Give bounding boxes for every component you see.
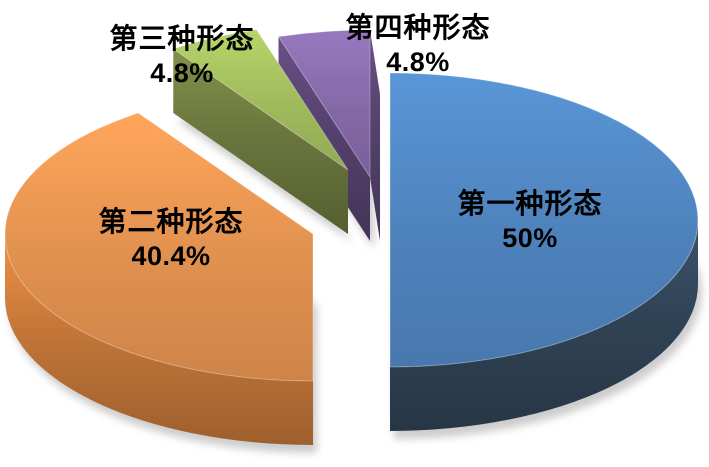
slice-label-4: 第四种形态 4.8% bbox=[345, 9, 490, 79]
slice-wall-left-3 bbox=[173, 48, 348, 234]
slice-label-2: 第二种形态 40.4% bbox=[98, 203, 243, 273]
slice-4-category-text: 第四种形态 bbox=[345, 12, 491, 43]
pie-slice-3 bbox=[172, 29, 349, 171]
slice-label-1: 第一种形态 50% bbox=[457, 185, 602, 255]
slice-1-category-text: 第一种形态 bbox=[457, 188, 603, 219]
pie-slice-4 bbox=[277, 29, 371, 179]
slice-2-value-text: 40.4% bbox=[131, 241, 211, 271]
slice-label-3: 第三种形态 4.8% bbox=[109, 20, 254, 90]
slice-4-value-text: 4.8% bbox=[386, 47, 450, 77]
slice-2-category-text: 第二种形态 bbox=[98, 206, 244, 237]
slice-wall-right-4 bbox=[370, 30, 380, 241]
pie-slice-1 bbox=[389, 72, 699, 368]
pie-slice-2 bbox=[4, 112, 314, 382]
slice-3-value-text: 4.8% bbox=[150, 58, 214, 88]
slice-rim-1 bbox=[390, 220, 698, 431]
slice-3-category-text: 第三种形态 bbox=[109, 23, 255, 54]
slice-rim-2 bbox=[5, 234, 313, 445]
slice-1-value-text: 50% bbox=[502, 223, 558, 253]
